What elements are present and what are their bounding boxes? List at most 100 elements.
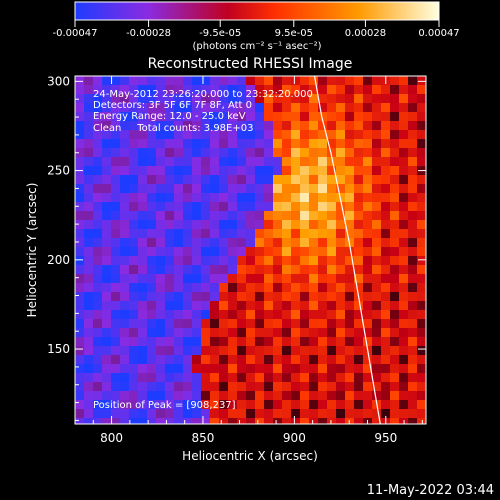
heatmap-cell (165, 247, 175, 257)
heatmap-cell (318, 373, 328, 383)
heatmap-cell (183, 157, 193, 167)
heatmap-cell (75, 283, 85, 293)
heatmap-cell (381, 103, 391, 113)
heatmap-cell (381, 373, 391, 383)
heatmap-cell (300, 355, 310, 365)
heatmap-cell (201, 373, 211, 383)
heatmap-cell (102, 400, 112, 410)
heatmap-cell (111, 76, 121, 86)
heatmap-cell (237, 139, 247, 149)
heatmap-cell (156, 355, 166, 365)
heatmap-cell (102, 301, 112, 311)
heatmap-cell (156, 391, 166, 401)
heatmap-cell (183, 301, 193, 311)
heatmap-cell (363, 184, 373, 194)
heatmap-cell (129, 238, 139, 248)
heatmap-cell (219, 319, 229, 329)
heatmap-cell (300, 94, 310, 104)
heatmap-cell (354, 328, 364, 338)
heatmap-cell (138, 301, 148, 311)
heatmap-cell (111, 391, 121, 401)
heatmap-cell (75, 184, 85, 194)
heatmap-cell (138, 283, 148, 293)
heatmap-cell (354, 112, 364, 122)
heatmap-cell (372, 391, 382, 401)
heatmap-cell (237, 148, 247, 158)
heatmap-cell (246, 76, 256, 86)
heatmap-cell (300, 364, 310, 374)
heatmap-cell (138, 256, 148, 266)
heatmap-cell (309, 310, 319, 320)
heatmap-cell (165, 157, 175, 167)
heatmap-cell (201, 85, 211, 95)
heatmap-cell (210, 76, 220, 86)
heatmap-cell (318, 382, 328, 392)
heatmap-cell (156, 382, 166, 392)
heatmap-cell (336, 400, 346, 410)
heatmap-cell (336, 157, 346, 167)
heatmap-cell (390, 148, 400, 158)
heatmap-cell (246, 283, 256, 293)
heatmap-cell (282, 301, 292, 311)
heatmap-cell (291, 76, 301, 86)
heatmap-cell (327, 373, 337, 383)
heatmap-cell (390, 409, 400, 419)
heatmap-cell (183, 112, 193, 122)
heatmap-cell (120, 238, 130, 248)
heatmap-cell (345, 418, 355, 424)
heatmap-cell (318, 238, 328, 248)
heatmap-cell (138, 418, 148, 424)
heatmap-cell (201, 418, 211, 424)
heatmap-cell (336, 418, 346, 424)
heatmap-cell (291, 373, 301, 383)
heatmap-cell (309, 76, 319, 86)
heatmap-cell (309, 103, 319, 113)
colorbar-tick-label: 0.00028 (345, 28, 386, 39)
heatmap-cell (102, 274, 112, 284)
heatmap-cell (345, 112, 355, 122)
heatmap-cell (174, 76, 184, 86)
heatmap-cell (363, 364, 373, 374)
heatmap-cell (264, 139, 274, 149)
heatmap-cell (264, 265, 274, 275)
heatmap-cell (192, 130, 202, 140)
heatmap-cell (300, 103, 310, 113)
heatmap-cell (381, 229, 391, 239)
heatmap-cell (417, 76, 426, 86)
heatmap-cell (309, 247, 319, 257)
heatmap-cell (372, 148, 382, 158)
heatmap-cell (291, 310, 301, 320)
heatmap-cell (237, 328, 247, 338)
heatmap-cell (201, 400, 211, 410)
heatmap-cell (129, 76, 139, 86)
heatmap-cell (210, 400, 220, 410)
heatmap-cell (255, 148, 265, 158)
heatmap-cell (327, 247, 337, 257)
heatmap-cell (399, 310, 409, 320)
heatmap-cell (255, 175, 265, 185)
heatmap-cell (390, 355, 400, 365)
heatmap-cell (354, 319, 364, 329)
heatmap-cell (336, 238, 346, 248)
heatmap-cell (75, 94, 85, 104)
heatmap-cell (381, 148, 391, 158)
heatmap-cell (318, 328, 328, 338)
heatmap-cell (201, 301, 211, 311)
heatmap-cell (237, 94, 247, 104)
heatmap-cell (156, 247, 166, 257)
heatmap-cell (147, 157, 157, 167)
heatmap-cell (120, 103, 130, 113)
heatmap-cell (165, 139, 175, 149)
heatmap-cell (165, 382, 175, 392)
heatmap-cell (84, 166, 94, 176)
heatmap-cell (111, 139, 121, 149)
heatmap-cell (354, 94, 364, 104)
heatmap-cell (84, 112, 94, 122)
colorbar-tick-label: -9.5e-05 (199, 28, 241, 39)
heatmap-cell (192, 418, 202, 424)
heatmap-cell (237, 103, 247, 113)
heatmap-cell (210, 139, 220, 149)
heatmap-cell (255, 382, 265, 392)
heatmap-cell (363, 103, 373, 113)
heatmap-cell (93, 319, 103, 329)
